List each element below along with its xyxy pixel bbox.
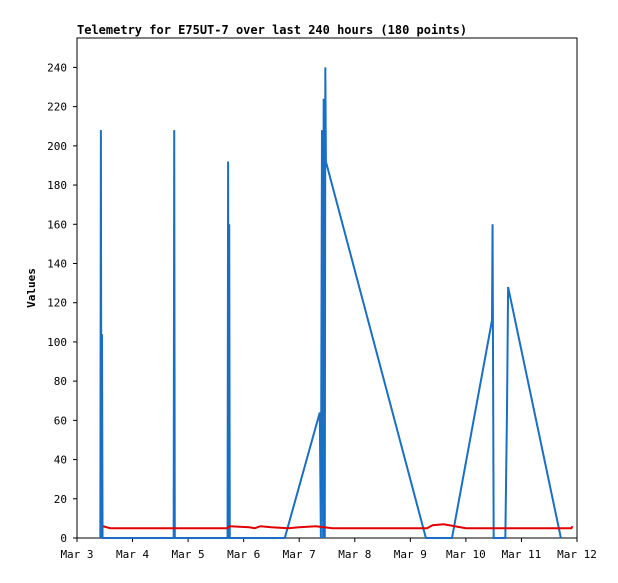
y-tick-label: 120 [47, 297, 67, 310]
y-tick-label: 220 [47, 101, 67, 114]
x-tick-label: Mar 12 [557, 548, 597, 561]
y-tick-label: 160 [47, 218, 67, 231]
x-tick-label: Mar 4 [116, 548, 149, 561]
y-tick-label: 200 [47, 140, 67, 153]
x-tick-label: Mar 11 [502, 548, 542, 561]
y-tick-label: 60 [54, 414, 67, 427]
x-tick-label: Mar 5 [172, 548, 205, 561]
x-tick-label: Mar 8 [338, 548, 371, 561]
y-tick-label: 80 [54, 375, 67, 388]
x-tick-label: Mar 9 [394, 548, 427, 561]
chart-title: Telemetry for E75UT-7 over last 240 hour… [77, 23, 467, 37]
y-tick-label: 240 [47, 61, 67, 74]
series-line [99, 67, 562, 539]
y-tick-label: 20 [54, 493, 67, 506]
x-tick-label: Mar 3 [60, 548, 93, 561]
y-tick-label: 180 [47, 179, 67, 192]
y-tick-label: 100 [47, 336, 67, 349]
y-tick-label: 0 [60, 532, 67, 545]
y-tick-label: 40 [54, 454, 67, 467]
y-tick-label: 140 [47, 257, 67, 270]
x-tick-label: Mar 10 [446, 548, 486, 561]
plot-frame [76, 37, 578, 539]
x-tick-label: Mar 7 [283, 548, 316, 561]
x-tick-label: Mar 6 [227, 548, 260, 561]
y-axis-label: Values [25, 268, 38, 308]
series-line [102, 523, 574, 530]
